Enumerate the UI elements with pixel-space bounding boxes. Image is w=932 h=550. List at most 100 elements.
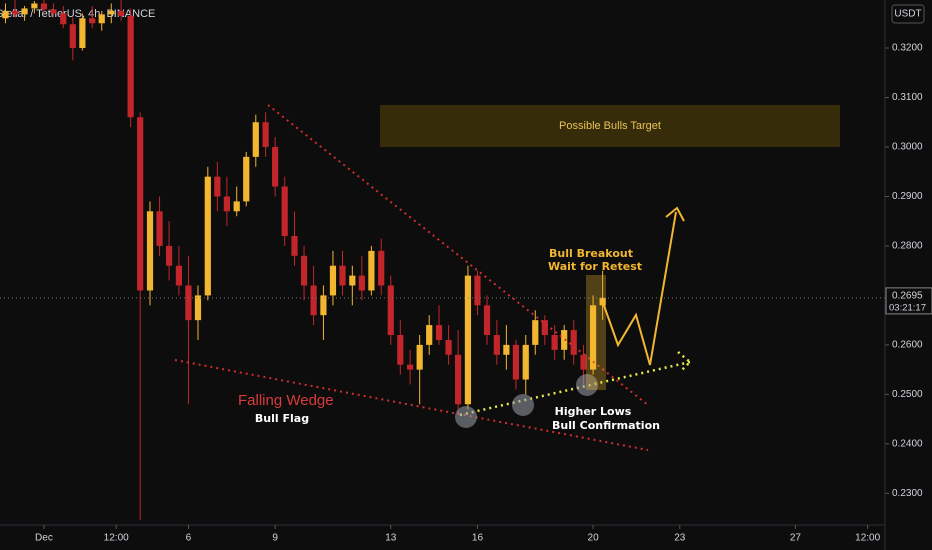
- candle-body: [522, 344, 529, 380]
- candle-body: [387, 285, 394, 335]
- candle-body: [165, 245, 173, 266]
- candle-body: [416, 344, 423, 370]
- candle-body: [89, 18, 96, 24]
- candle-body: [127, 15, 134, 118]
- candle-body: [156, 211, 163, 246]
- y-tick-label: 0.2600: [892, 340, 923, 351]
- candle-body: [214, 176, 221, 197]
- y-tick-label: 0.2500: [892, 389, 923, 400]
- candle-body: [60, 13, 67, 25]
- candle-body: [589, 305, 597, 370]
- candle-body: [252, 122, 259, 157]
- x-tick-label: 27: [790, 533, 802, 544]
- x-tick-label: 16: [472, 533, 484, 544]
- axes: 0.3200 0.3100 0.3000 0.2900 0.2800 0.2600 0.25…: [35, 43, 932, 544]
- candle-body: [378, 250, 385, 286]
- target-label: Possible Bulls Target: [559, 120, 661, 132]
- target-zone: [380, 105, 840, 147]
- x-tick-label: 23: [674, 533, 686, 544]
- candle-body: [320, 295, 327, 316]
- price-axis: [885, 0, 932, 550]
- candle-body: [31, 3, 38, 9]
- breakout-label: Bull Breakout: [549, 247, 633, 260]
- candle-body: [435, 325, 443, 340]
- projection-arrow: [601, 206, 685, 366]
- candle-body: [426, 325, 433, 345]
- candle-body: [50, 9, 57, 14]
- higher-lows-arrow: [677, 351, 692, 373]
- candle-body: [483, 305, 491, 335]
- candle-body: [146, 211, 154, 291]
- candle-body: [310, 285, 317, 316]
- candle-body: [474, 275, 481, 306]
- x-tick-label: 6: [186, 533, 192, 544]
- candle-body: [551, 334, 558, 350]
- wedge-lower: [174, 359, 649, 451]
- x-tick-label: 12:00: [855, 533, 880, 544]
- candle-body: [40, 3, 48, 10]
- wedge-upper: [267, 104, 649, 406]
- last-price-box: [885, 287, 932, 315]
- candle-body: [233, 201, 240, 212]
- candle-body: [580, 354, 587, 370]
- lows-label: Higher Lows: [555, 405, 632, 418]
- breakout-zone: [586, 275, 606, 390]
- candle-body: [291, 236, 298, 256]
- y-tick-label: 0.2800: [892, 241, 923, 252]
- plot: [0, 0, 885, 521]
- flag-label: Bull Flag: [255, 412, 309, 425]
- candle-body: [464, 275, 472, 405]
- candle-body: [243, 156, 250, 202]
- candle-body: [137, 117, 144, 291]
- candle-body: [339, 265, 346, 286]
- candle-body: [194, 295, 202, 321]
- countdown: 03:21:17: [889, 302, 926, 313]
- low-marker: [512, 394, 534, 416]
- x-tick-label: Dec: [35, 533, 53, 544]
- x-tick-label: 9: [272, 533, 278, 544]
- y-tick-label: 0.2400: [892, 438, 923, 449]
- candle-body: [281, 186, 288, 237]
- y-tick-label: 0.3100: [892, 92, 923, 103]
- candle-body: [185, 285, 192, 321]
- candle-body: [69, 24, 76, 48]
- candle-body: [108, 10, 115, 15]
- y-tick-label: 0.2300: [892, 488, 923, 499]
- candle-body: [79, 18, 86, 48]
- candle-body: [368, 250, 375, 291]
- low-marker: [576, 374, 598, 396]
- low-marker: [455, 406, 477, 428]
- candle-body: [329, 265, 337, 296]
- chart-title: Stellar / TetherUS, 4h, BINANCE: [0, 8, 155, 20]
- candle-body: [204, 176, 211, 296]
- time-axis: [0, 525, 885, 550]
- candle-body: [493, 334, 500, 355]
- candle-body: [570, 330, 577, 355]
- candle-body: [445, 339, 452, 355]
- currency-box: [891, 4, 925, 24]
- candle-body: [21, 8, 28, 15]
- retest-label: Wait for Retest: [548, 260, 642, 273]
- candle-body: [118, 10, 125, 16]
- candle-body: [349, 275, 356, 286]
- candle-body: [11, 10, 19, 15]
- y-tick-label: 0.3200: [892, 43, 923, 54]
- last-price-label: 0.2695: [892, 291, 923, 302]
- candle-body: [300, 255, 308, 286]
- candle-body: [407, 364, 414, 370]
- y-tick-label: 0.2900: [892, 191, 923, 202]
- candle-body: [98, 14, 105, 24]
- candle-body: [262, 122, 269, 147]
- y-tick-label: 0.3000: [892, 142, 923, 153]
- x-tick-label: 12:00: [104, 533, 129, 544]
- x-tick-label: 20: [588, 533, 600, 544]
- candle-body: [358, 275, 365, 291]
- x-tick-label: 13: [385, 533, 397, 544]
- candle-body: [512, 344, 520, 380]
- candle-body: [455, 354, 462, 405]
- candle-body: [2, 10, 9, 19]
- candle-body: [272, 146, 279, 187]
- candle-body: [175, 265, 183, 286]
